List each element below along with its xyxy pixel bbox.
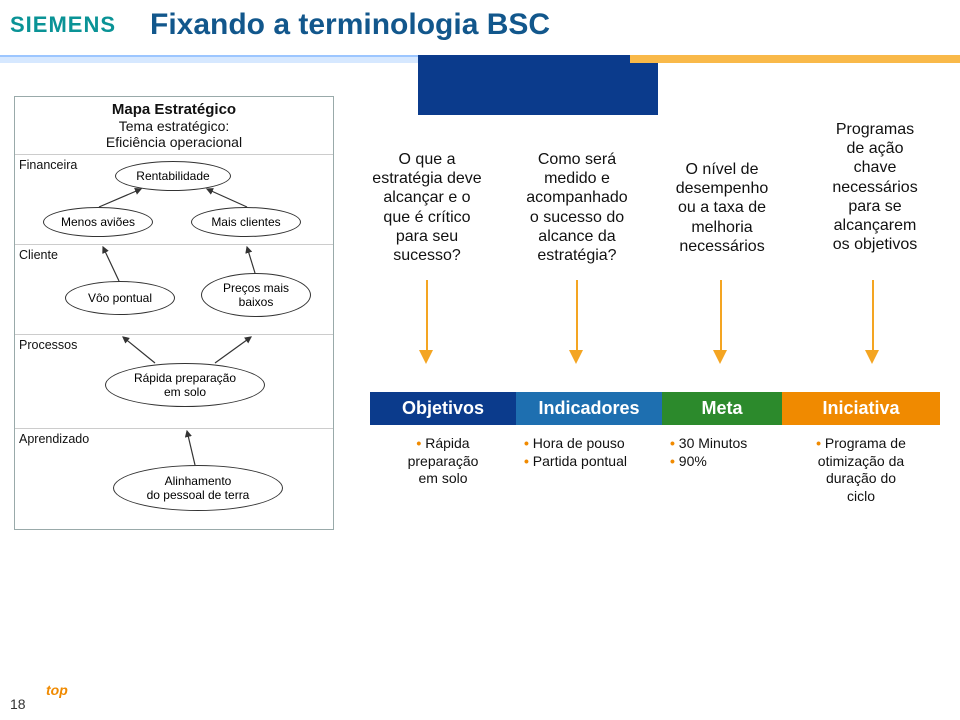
bullet-icon — [524, 435, 533, 451]
header-bar-blue — [0, 55, 418, 63]
header-bar-orange — [630, 55, 960, 63]
cell-text: 30 Minutos — [679, 435, 747, 451]
cell-text: Hora de pouso — [533, 435, 625, 451]
panel-label: Processos — [19, 338, 77, 352]
company-logo: SIEMENS — [10, 12, 116, 38]
arrow-shaft-1 — [426, 280, 428, 350]
arrow-shaft-3 — [720, 280, 722, 350]
th-objetivos: Objetivos — [370, 392, 516, 425]
footer-brand: top — [46, 682, 68, 698]
descriptor-meta: O nível de desempenho ou a taxa de melho… — [652, 160, 792, 256]
td-indicadores: Hora de pouso Partida pontual — [516, 425, 662, 511]
oval-rapida-preparacao: Rápida preparação em solo — [105, 363, 265, 407]
panel-label: Aprendizado — [19, 432, 89, 446]
td-objetivos: Rápida preparação em solo — [370, 425, 516, 511]
arrow-shaft-4 — [872, 280, 874, 350]
oval-mais-clientes: Mais clientes — [191, 207, 301, 237]
oval-alinhamento: Alinhamento do pessoal de terra — [113, 465, 283, 511]
th-indicadores: Indicadores — [516, 392, 662, 425]
bullet-icon — [670, 453, 679, 469]
th-iniciativa: Iniciativa — [782, 392, 940, 425]
table-header-row: Objetivos Indicadores Meta Iniciativa — [370, 392, 940, 425]
page-title: Fixando a terminologia BSC — [150, 8, 550, 42]
td-meta: 30 Minutos 90% — [662, 425, 782, 511]
arrow-head-2 — [569, 350, 583, 364]
map-header: Mapa Estratégico — [15, 97, 333, 118]
descriptor-objetivos: O que a estratégia deve alcançar e o que… — [352, 150, 502, 265]
arrow-shaft-2 — [576, 280, 578, 350]
oval-menos-avioes: Menos aviões — [43, 207, 153, 237]
panel-financeira: Financeira Rentabilidade Menos aviões Ma… — [15, 155, 333, 245]
cell-text: Partida pontual — [533, 453, 627, 469]
th-meta: Meta — [662, 392, 782, 425]
slide-number: 18 — [10, 696, 26, 712]
strategy-map: Mapa Estratégico Tema estratégico: Efici… — [14, 96, 334, 530]
oval-rentabilidade: Rentabilidade — [115, 161, 231, 191]
map-subheader: Tema estratégico: Eficiência operacional — [15, 118, 333, 155]
panel-label: Financeira — [19, 158, 77, 172]
cell-text: 90% — [679, 453, 707, 469]
arrow-head-3 — [713, 350, 727, 364]
panel-aprendizado: Aprendizado Alinhamento do pessoal de te… — [15, 429, 333, 529]
panel-cliente: Cliente Vôo pontual Preços mais baixos — [15, 245, 333, 335]
panel-processos: Processos Rápida preparação em solo — [15, 335, 333, 429]
arrow-head-1 — [419, 350, 433, 364]
footer-brand-text: top — [46, 682, 68, 698]
cell-text: Programa de otimização da duração do cic… — [818, 435, 906, 504]
bullet-icon — [524, 453, 533, 469]
header-bar-navy — [418, 55, 658, 115]
arrow-head-4 — [865, 350, 879, 364]
bullet-icon — [670, 435, 679, 451]
panel-label: Cliente — [19, 248, 58, 262]
descriptor-indicadores: Como será medido e acompanhado o sucesso… — [502, 150, 652, 265]
table-row: Rápida preparação em solo Hora de pouso … — [370, 425, 940, 511]
oval-precos-baixos: Preços mais baixos — [201, 273, 311, 317]
descriptor-iniciativa: Programas de ação chave necessários para… — [800, 120, 950, 254]
bsc-table: Objetivos Indicadores Meta Iniciativa Rá… — [370, 392, 940, 511]
td-iniciativa: Programa de otimização da duração do cic… — [782, 425, 940, 511]
oval-voo-pontual: Vôo pontual — [65, 281, 175, 315]
bullet-icon — [816, 435, 825, 451]
bullet-icon — [416, 435, 425, 451]
